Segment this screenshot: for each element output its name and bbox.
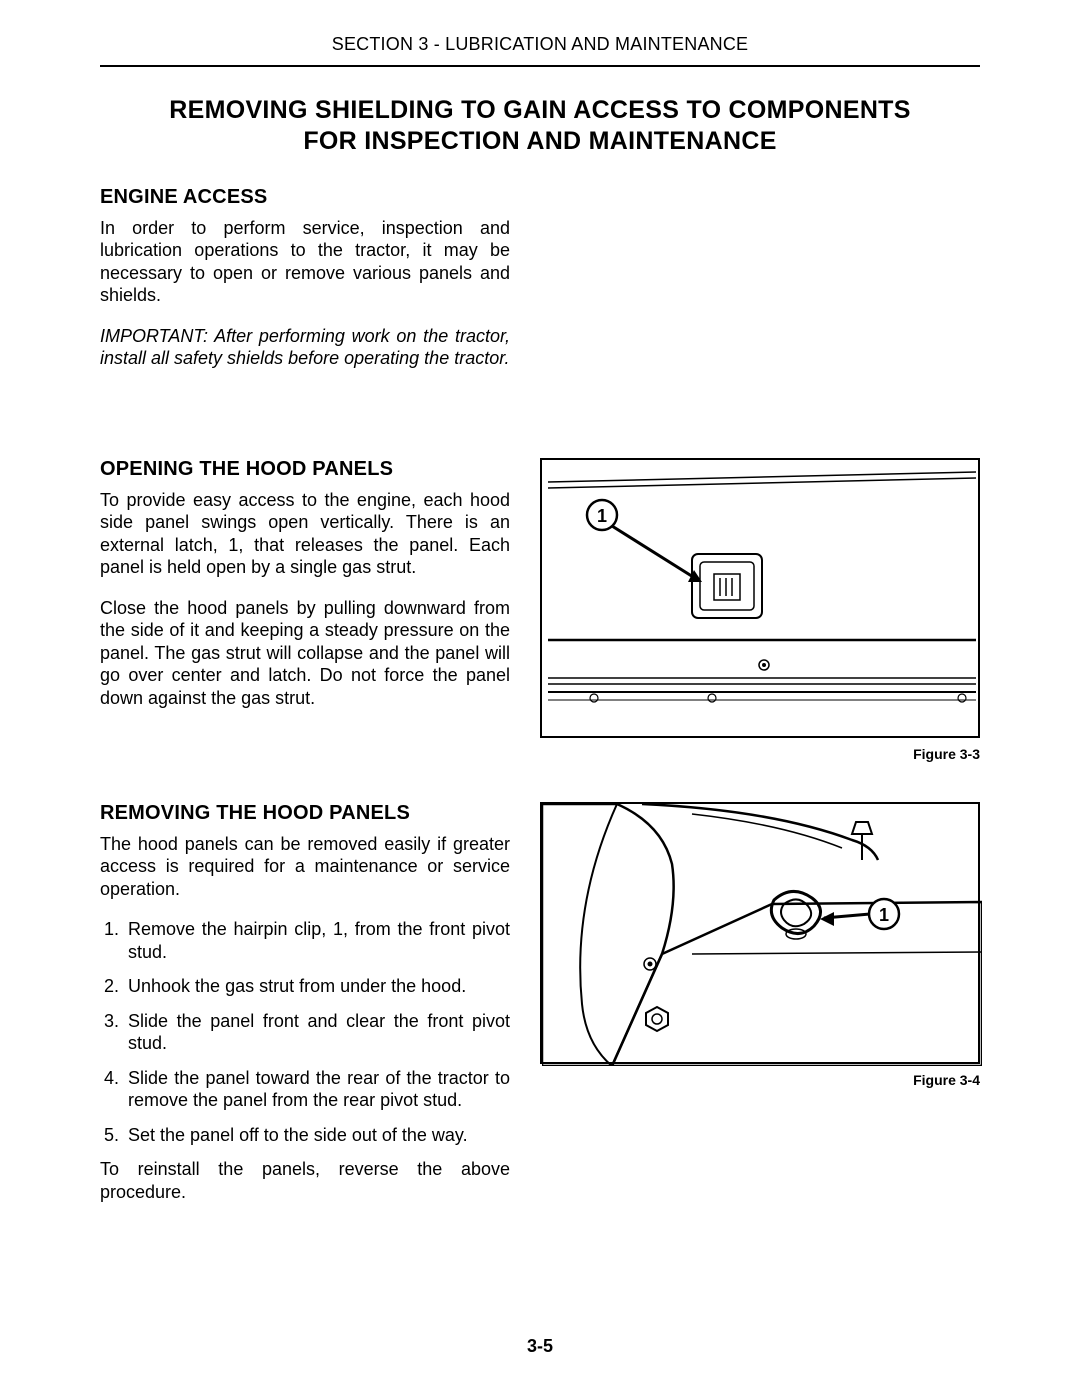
figure-3-3: 1 <box>540 458 980 738</box>
removing-panels-figure-col: 1 Figure 3-4 <box>540 802 980 1222</box>
list-item: Slide the panel toward the rear of the t… <box>124 1067 510 1112</box>
engine-access-text: ENGINE ACCESS In order to perform servic… <box>100 186 510 388</box>
engine-access-important: IMPORTANT: After performing work on the … <box>100 325 510 370</box>
engine-access-p1: In order to perform service, inspection … <box>100 217 510 307</box>
removing-panels-heading: REMOVING THE HOOD PANELS <box>100 802 510 825</box>
figure-3-4-callout-label: 1 <box>879 905 889 925</box>
removing-panels-text: REMOVING THE HOOD PANELS The hood panels… <box>100 802 510 1222</box>
main-title-line1: REMOVING SHIELDING TO GAIN ACCESS TO COM… <box>100 95 980 126</box>
figure-3-3-caption: Figure 3-3 <box>540 746 980 762</box>
opening-panels-text: OPENING THE HOOD PANELS To provide easy … <box>100 458 510 762</box>
removing-panels-steps: Remove the hairpin clip, 1, from the fro… <box>100 918 510 1146</box>
main-title: REMOVING SHIELDING TO GAIN ACCESS TO COM… <box>100 95 980 158</box>
opening-panels-row: OPENING THE HOOD PANELS To provide easy … <box>100 458 980 762</box>
main-title-line2: FOR INSPECTION AND MAINTENANCE <box>100 126 980 157</box>
page-number: 3-5 <box>0 1336 1080 1357</box>
list-item: Remove the hairpin clip, 1, from the fro… <box>124 918 510 963</box>
removing-panels-after: To reinstall the panels, reverse the abo… <box>100 1158 510 1203</box>
engine-access-row: ENGINE ACCESS In order to perform servic… <box>100 186 980 388</box>
figure-3-4-caption: Figure 3-4 <box>540 1072 980 1088</box>
list-item: Slide the panel front and clear the fron… <box>124 1010 510 1055</box>
opening-panels-heading: OPENING THE HOOD PANELS <box>100 458 510 481</box>
page: SECTION 3 - LUBRICATION AND MAINTENANCE … <box>100 34 980 1221</box>
engine-access-heading: ENGINE ACCESS <box>100 186 510 209</box>
section-header: SECTION 3 - LUBRICATION AND MAINTENANCE <box>100 34 980 67</box>
removing-panels-row: REMOVING THE HOOD PANELS The hood panels… <box>100 802 980 1222</box>
figure-3-3-svg: 1 <box>542 460 982 740</box>
opening-panels-p2: Close the hood panels by pulling downwar… <box>100 597 510 710</box>
figure-3-4: 1 <box>540 802 980 1064</box>
engine-access-spacer <box>540 186 980 388</box>
removing-panels-p1: The hood panels can be removed easily if… <box>100 833 510 901</box>
opening-panels-p1: To provide easy access to the engine, ea… <box>100 489 510 579</box>
list-item: Set the panel off to the side out of the… <box>124 1124 510 1147</box>
figure-3-3-callout-label: 1 <box>597 506 607 526</box>
figure-3-4-svg: 1 <box>542 804 982 1066</box>
opening-panels-figure-col: 1 Figure 3-3 <box>540 458 980 762</box>
list-item: Unhook the gas strut from under the hood… <box>124 975 510 998</box>
